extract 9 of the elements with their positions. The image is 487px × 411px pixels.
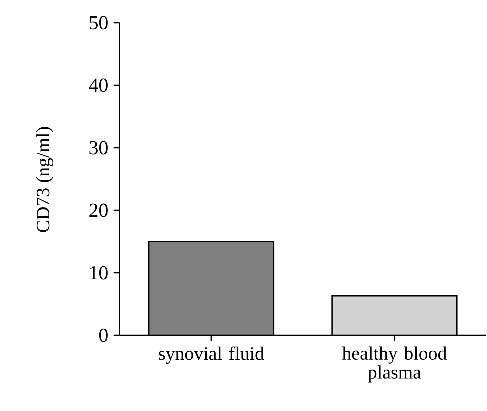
x-tick-label: synovial fluid (159, 346, 264, 364)
y-tick-label: 50 (90, 16, 108, 30)
y-tick-label: 30 (90, 141, 108, 154)
y-tick-label: 20 (90, 204, 108, 217)
y-axis-title: CD73 (ng/ml) (36, 127, 54, 232)
y-tick-label: 40 (89, 78, 108, 92)
x-tick-label: healthy blood plasma (342, 346, 447, 383)
y-tick-label: 10 (90, 266, 108, 280)
y-tick-label: 0 (99, 328, 108, 342)
